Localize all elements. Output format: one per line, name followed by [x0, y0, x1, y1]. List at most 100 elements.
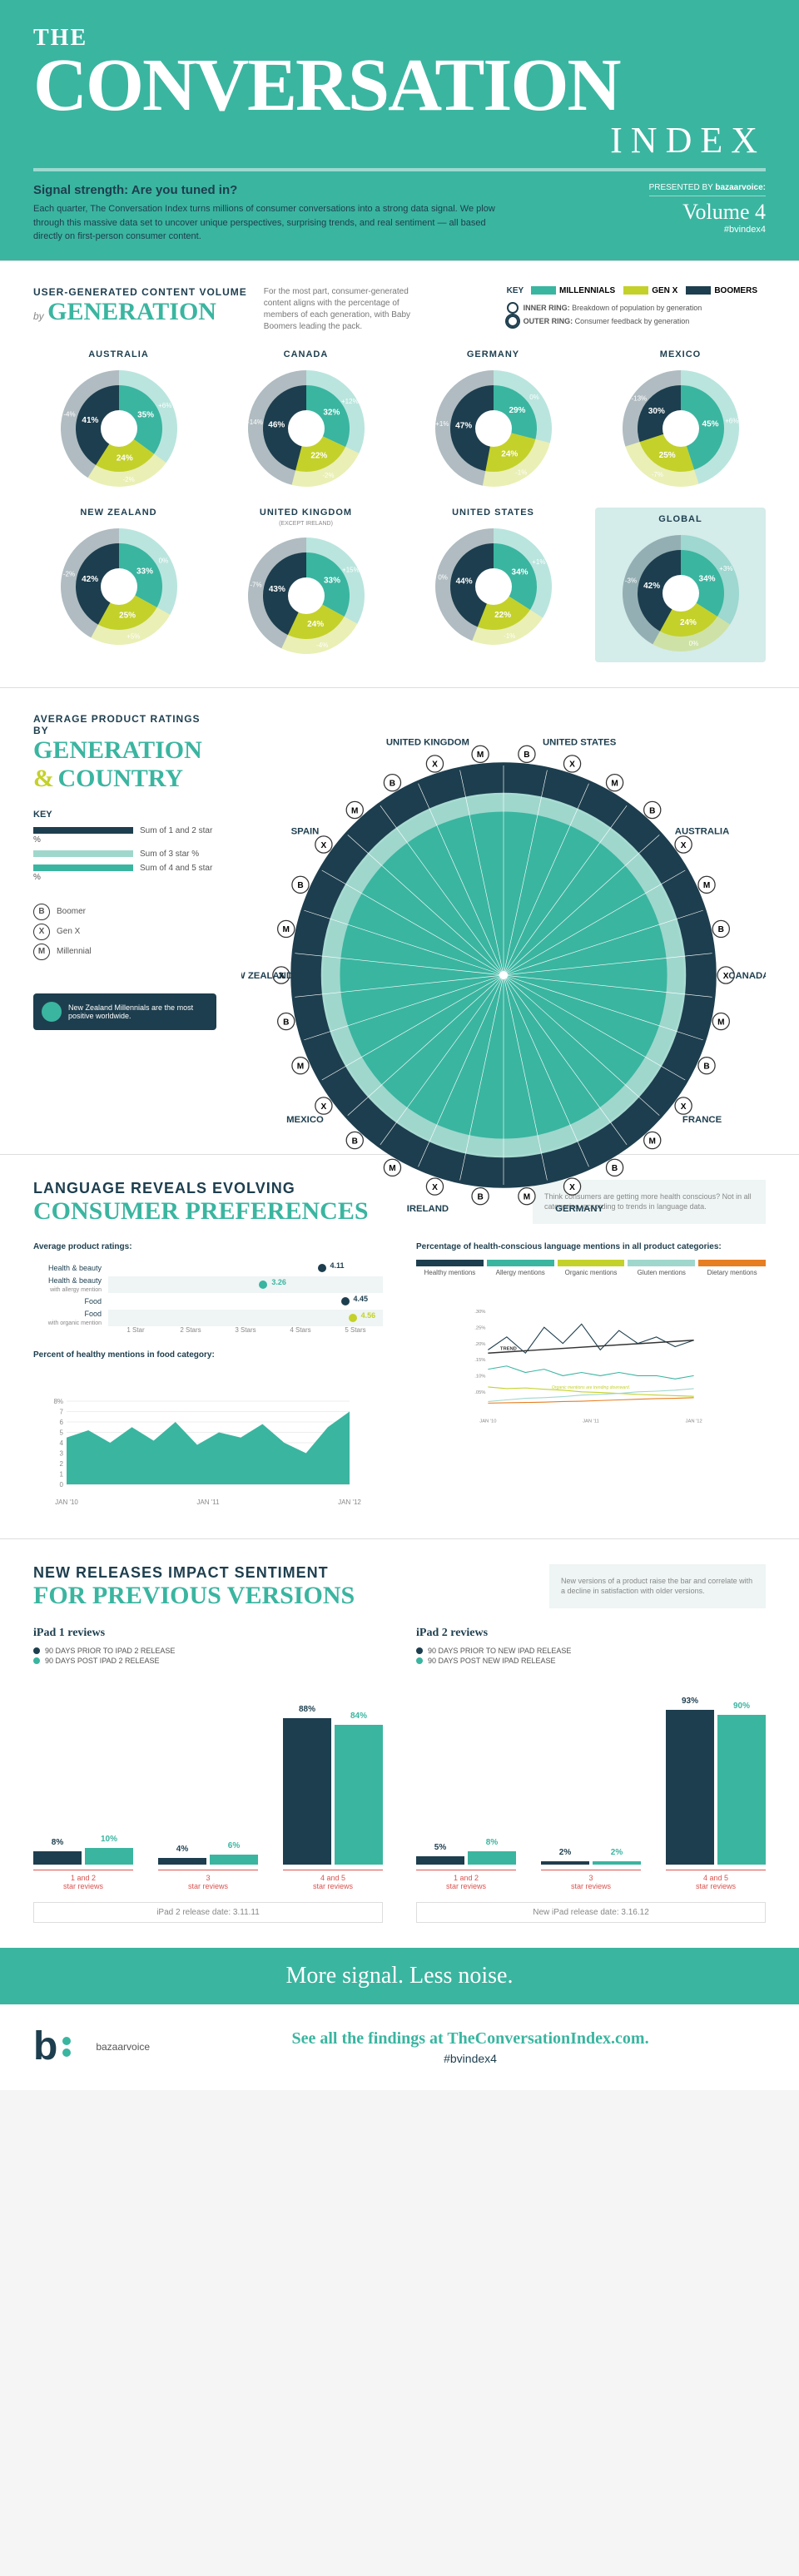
svg-text:22%: 22%	[494, 611, 511, 620]
svg-text:JAN '12: JAN '12	[338, 1499, 361, 1506]
header-hashtag: #bvindex4	[649, 225, 766, 235]
svg-text:M: M	[297, 1062, 304, 1071]
svg-text:M: M	[611, 779, 618, 788]
footer-logo-text: bazaarvoice	[96, 2041, 150, 2053]
health-key-item: Organic mentions	[558, 1260, 625, 1276]
svg-text:.10%: .10%	[474, 1374, 485, 1379]
svg-text:3: 3	[60, 1449, 64, 1457]
bar-group: 2%2%	[541, 1861, 641, 1865]
svg-text:MEXICO: MEXICO	[286, 1115, 324, 1125]
key-swatch: GEN X	[623, 286, 677, 295]
donut-new-zealand: NEW ZEALAND 33%25%42%0%+5%-2%	[33, 508, 204, 662]
svg-text:24%: 24%	[116, 453, 132, 463]
donut-global: GLOBAL 34%24%42%+3%0%-3%	[595, 508, 766, 662]
svg-text:JAN '11: JAN '11	[196, 1499, 220, 1506]
outer-ring-icon	[507, 315, 519, 327]
svg-text:+1%: +1%	[532, 558, 545, 566]
header-conversation: CONVERSATION	[33, 52, 619, 119]
ratings-section: AVERAGE PRODUCT RATINGS BY GENERATION & …	[0, 687, 799, 1154]
svg-text:X: X	[432, 1182, 438, 1191]
footer-logo: b	[33, 2035, 71, 2059]
svg-text:M: M	[283, 925, 290, 934]
svg-text:-14%: -14%	[247, 419, 263, 426]
bar-group: 8%10%	[33, 1848, 133, 1865]
svg-text:-1%: -1%	[515, 468, 527, 476]
gen-key-row: XGen X	[33, 924, 216, 940]
svg-text:24%: 24%	[679, 617, 696, 627]
bar-group: 4%6%	[158, 1855, 258, 1865]
svg-text:JAN '11: JAN '11	[583, 1419, 599, 1424]
donut-mexico: MEXICO 45%25%30%+6%-7%-13%	[595, 349, 766, 491]
svg-text:+3%: +3%	[719, 565, 732, 572]
svg-text:32%: 32%	[323, 408, 340, 417]
svg-text:25%: 25%	[658, 451, 675, 460]
svg-text:-7%: -7%	[250, 581, 261, 588]
svg-text:B: B	[283, 1018, 289, 1027]
svg-text:5: 5	[60, 1429, 64, 1436]
svg-text:45%: 45%	[702, 419, 718, 429]
ratings-title-2a: GENERATION	[33, 736, 202, 764]
svg-text:AUSTRALIA: AUSTRALIA	[675, 826, 729, 836]
health-key-item: Gluten mentions	[628, 1260, 695, 1276]
svg-text:-4%: -4%	[63, 410, 75, 418]
footer-hashtag: #bvindex4	[175, 2052, 766, 2065]
svg-text:-7%: -7%	[651, 471, 663, 478]
donut-canada: CANADA 32%22%46%+12%-2%-14%	[221, 349, 391, 491]
svg-text:B: B	[390, 779, 395, 788]
svg-text:NEW ZEALAND: NEW ZEALAND	[241, 970, 293, 980]
ratings-title-2b: COUNTRY	[57, 765, 183, 792]
svg-text:.05%: .05%	[474, 1390, 485, 1395]
dot-row: Foodwith organic mention 4.56	[33, 1310, 383, 1326]
svg-text:34%: 34%	[698, 574, 715, 583]
gen-title-2: GENERATION	[47, 298, 216, 325]
gen-title-1: USER-GENERATED CONTENT VOLUME	[33, 286, 247, 298]
svg-text:GERMANY: GERMANY	[555, 1204, 603, 1214]
logo-b-icon: b	[33, 2035, 57, 2059]
svg-text:-3%: -3%	[624, 577, 636, 584]
donut-australia: AUSTRALIA 35%24%41%+6%-2%-4%	[33, 349, 204, 491]
svg-text:0%: 0%	[529, 393, 539, 400]
svg-text:X: X	[681, 1102, 687, 1111]
svg-text:0%: 0%	[688, 640, 698, 647]
bar-group: 88%84%	[283, 1718, 383, 1865]
bar-group: 5%8%	[416, 1851, 516, 1865]
footer-cta[interactable]: See all the findings at TheConversationI…	[175, 2029, 766, 2048]
brand-name: bazaarvoice:	[715, 183, 766, 192]
rating-key-row: Sum of 3 star %	[33, 850, 216, 859]
svg-text:M: M	[703, 881, 710, 890]
svg-text:.20%: .20%	[474, 1341, 485, 1346]
svg-text:.30%: .30%	[474, 1310, 485, 1315]
svg-text:0%: 0%	[158, 557, 168, 564]
bar-group: 93%90%	[666, 1710, 766, 1865]
volume-label: Volume 4	[649, 200, 766, 225]
pin-icon	[42, 1002, 62, 1022]
svg-text:42%: 42%	[82, 575, 98, 584]
svg-text:25%: 25%	[119, 611, 136, 620]
svg-text:.15%: .15%	[474, 1358, 485, 1363]
dot-row: Health & beauty 4.11	[33, 1260, 383, 1276]
ratings-title-1: AVERAGE PRODUCT RATINGS BY	[33, 713, 216, 736]
svg-text:35%: 35%	[137, 410, 154, 419]
banner: More signal. Less noise.	[0, 1948, 799, 2004]
svg-text:-2%: -2%	[322, 472, 334, 479]
donut-germany: GERMANY 29%24%47%0%-1%+1%	[408, 349, 578, 491]
svg-text:B: B	[703, 1062, 709, 1071]
dot-row: Food 4.45	[33, 1293, 383, 1310]
svg-text:B: B	[649, 806, 655, 815]
svg-text:M: M	[649, 1137, 656, 1146]
svg-text:X: X	[681, 840, 687, 850]
svg-text:2: 2	[60, 1460, 64, 1468]
svg-text:+6%: +6%	[725, 417, 738, 424]
svg-text:30%: 30%	[648, 406, 664, 415]
svg-text:JAN '10: JAN '10	[55, 1499, 78, 1506]
dot-heading: Average product ratings:	[33, 1242, 383, 1251]
svg-text:M: M	[717, 1018, 724, 1027]
svg-text:M: M	[524, 1192, 530, 1201]
svg-text:SPAIN: SPAIN	[291, 826, 320, 836]
svg-text:-2%: -2%	[62, 570, 74, 577]
ratings-amp: &	[33, 765, 54, 792]
svg-text:29%: 29%	[509, 405, 525, 414]
gen-note: For the most part, consumer-generated co…	[264, 286, 430, 333]
svg-text:IRELAND: IRELAND	[407, 1204, 449, 1214]
svg-text:46%: 46%	[268, 420, 285, 429]
